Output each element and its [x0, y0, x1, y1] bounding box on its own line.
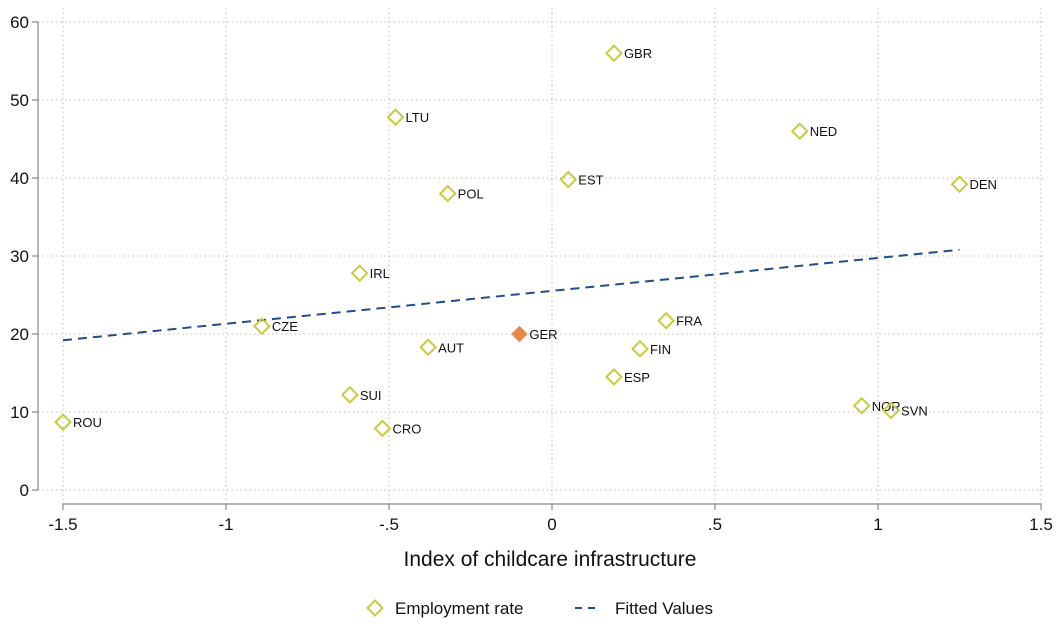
point-label-ned: NED: [810, 124, 837, 139]
y-tick-label: 30: [10, 247, 29, 266]
point-label-est: EST: [578, 173, 603, 188]
fitted-values-line: [62, 248, 960, 342]
point-marker-ger: [511, 325, 528, 343]
legend-label-employment-rate: Employment rate: [395, 599, 524, 618]
point-label-ltu: LTU: [406, 110, 430, 125]
y-tick-label: 60: [10, 13, 29, 32]
point-marker-est: [559, 170, 578, 189]
point-label-sui: SUI: [360, 388, 382, 403]
point-marker-pol: [438, 184, 457, 203]
x-tick-label: 1: [873, 515, 882, 534]
legend: Employment rate Fitted Values: [366, 599, 713, 618]
legend-label-fitted-values: Fitted Values: [615, 599, 713, 618]
point-label-esp: ESP: [624, 370, 650, 385]
point-label-aut: AUT: [438, 340, 464, 355]
point-label-irl: IRL: [370, 266, 390, 281]
point-marker-fin: [631, 339, 649, 358]
point-label-pol: POL: [458, 187, 484, 202]
y-tick-label: 0: [20, 481, 29, 500]
y-tick-label: 40: [10, 169, 29, 188]
point-label-ger: GER: [529, 327, 557, 342]
point-marker-svn: [882, 401, 900, 420]
fitted-values-series: [62, 248, 960, 342]
y-tick-label: 20: [10, 325, 29, 344]
point-marker-sui: [340, 385, 359, 404]
grid: [38, 8, 1043, 504]
point-marker-esp: [605, 367, 623, 386]
point-marker-fra: [657, 311, 676, 330]
x-tick-label: 0: [547, 515, 556, 534]
point-label-fra: FRA: [676, 314, 702, 329]
y-tick-label: 10: [10, 403, 29, 422]
point-marker-cro: [373, 419, 392, 438]
point-label-nor: NOR: [872, 399, 901, 414]
point-marker-rou: [54, 413, 72, 432]
x-tick-label: -.5: [379, 515, 399, 534]
x-tick-label: .5: [708, 515, 722, 534]
x-axis-title: Index of childcare infrastructure: [404, 548, 697, 571]
y-tick-label: 50: [10, 91, 29, 110]
point-marker-nor: [852, 396, 871, 415]
point-marker-gbr: [605, 44, 623, 63]
point-label-fin: FIN: [650, 342, 671, 357]
x-axis-ticks: -1.5 -1 -.5 0 .5 1 1.5: [48, 504, 1053, 534]
point-label-svn: SVN: [901, 403, 928, 418]
point-label-den: DEN: [970, 177, 997, 192]
point-label-rou: ROU: [73, 415, 102, 430]
point-marker-ltu: [386, 108, 405, 127]
point-marker-ned: [790, 122, 809, 141]
point-marker-cze: [252, 317, 271, 336]
point-marker-aut: [419, 338, 438, 357]
point-label-cro: CRO: [392, 421, 421, 436]
legend-marker-employment-rate: [366, 599, 384, 617]
point-label-cze: CZE: [272, 319, 298, 334]
point-label-gbr: GBR: [624, 46, 652, 61]
point-marker-irl: [350, 264, 369, 283]
x-tick-label: -1: [218, 515, 233, 534]
point-marker-den: [950, 175, 969, 194]
x-tick-label: -1.5: [48, 515, 77, 534]
y-axis-ticks: 0 10 20 30 40 50 60: [10, 13, 38, 500]
axes: [37, 22, 1041, 505]
x-tick-label: 1.5: [1029, 515, 1053, 534]
